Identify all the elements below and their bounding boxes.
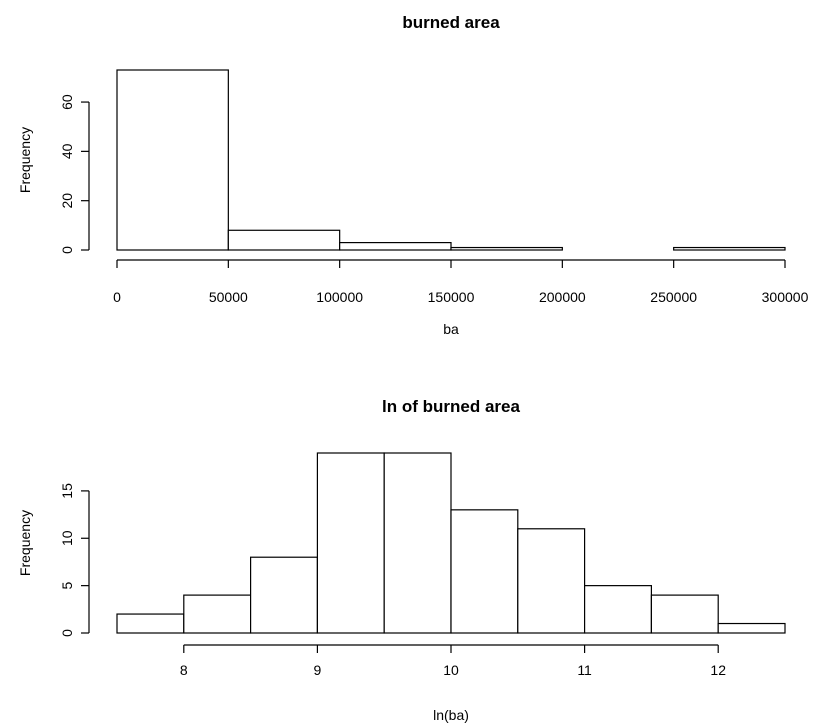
y-tick-label: 0 — [59, 629, 75, 637]
y-tick-label: 20 — [59, 193, 75, 209]
x-tick-label: 50000 — [209, 289, 248, 305]
histogram-bar — [450, 509, 519, 634]
chart-panel-2: ln of burned area 8 9 10 11 12 ln(ba) 0 5 10 15 Fre… — [17, 397, 786, 723]
histogram-bar — [717, 622, 786, 634]
x-tick-label: 100000 — [316, 289, 363, 305]
histogram-bar — [339, 242, 452, 251]
y-tick-label: 0 — [59, 246, 75, 254]
x-tick-label: 9 — [314, 662, 322, 678]
x-tick-label: 10 — [443, 662, 459, 678]
histogram-bar — [383, 452, 452, 634]
histogram-bar — [116, 613, 185, 634]
chart-panel-1: burned area 0 50000 100000 150000 200000 25000… — [17, 13, 809, 337]
y-tick-label: 15 — [59, 483, 75, 499]
histogram-bar — [517, 528, 586, 634]
histogram-bar — [250, 556, 319, 634]
y-axis-label: Frequency — [17, 510, 33, 576]
x-tick-label: 200000 — [539, 289, 586, 305]
y-tick-label: 60 — [59, 94, 75, 110]
histogram-bar — [183, 594, 252, 634]
y-tick-label: 10 — [59, 530, 75, 546]
chart-title: ln of burned area — [382, 397, 520, 416]
y-axis-label: Frequency — [17, 127, 33, 193]
x-tick-label: 150000 — [428, 289, 475, 305]
x-tick-label: 0 — [113, 289, 121, 305]
x-axis-label: ln(ba) — [433, 707, 469, 723]
histogram-bar — [227, 229, 341, 251]
x-tick-label: 11 — [577, 662, 592, 678]
histogram-bar — [583, 585, 652, 634]
x-tick-label: 12 — [710, 662, 726, 678]
histogram-bar — [673, 246, 786, 251]
histogram-bar — [316, 452, 385, 634]
histogram-bar — [116, 69, 229, 251]
x-tick-label: 250000 — [650, 289, 697, 305]
histogram-bar — [650, 594, 719, 634]
chart-title: burned area — [402, 13, 500, 32]
y-tick-label: 40 — [59, 143, 75, 159]
x-tick-label: 300000 — [762, 289, 809, 305]
x-tick-label: 8 — [180, 662, 188, 678]
y-tick-label: 5 — [59, 582, 75, 590]
histogram-bar — [450, 246, 563, 251]
x-axis-label: ba — [443, 321, 459, 337]
